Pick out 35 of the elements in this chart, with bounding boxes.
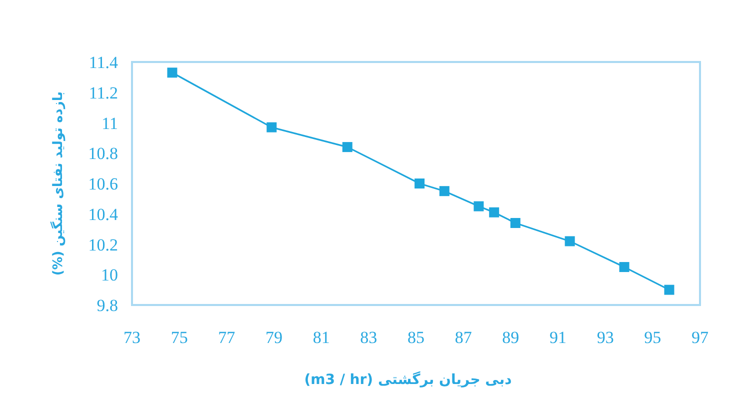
- x-tick-label: 97: [692, 328, 709, 347]
- y-tick-label: 11.4: [88, 53, 118, 72]
- point: [664, 284, 674, 295]
- x-tick-label: 91: [550, 328, 566, 347]
- x-tick-label: 79: [266, 328, 282, 347]
- y-tick-label: 9.8: [96, 296, 118, 315]
- x-tick-label: 81: [312, 328, 330, 347]
- x-tick-label: 93: [596, 328, 614, 347]
- x-tick-label: 87: [454, 328, 472, 347]
- point: [167, 68, 178, 78]
- y-tick-label: 10.6: [88, 174, 118, 194]
- y-axis-title: بازده تولید نفتای سنگین (%): [50, 91, 66, 276]
- y-tick-label: 11: [102, 114, 118, 133]
- y-tick-label: 10: [101, 266, 118, 285]
- y-tick-label: 10.8: [88, 144, 118, 164]
- point: [414, 178, 425, 188]
- x-tick-label: 73: [124, 328, 140, 347]
- x-tick-label: 77: [218, 328, 236, 347]
- point: [474, 201, 484, 212]
- y-tick-label: 11.2: [88, 83, 118, 102]
- x-tick-label: 89: [502, 328, 520, 347]
- point: [342, 142, 352, 152]
- point: [619, 262, 630, 272]
- x-tick-label: 75: [170, 328, 188, 347]
- point: [510, 218, 520, 228]
- point: [489, 207, 500, 218]
- x-tick-label: 95: [644, 328, 662, 347]
- point: [439, 186, 450, 196]
- x-axis-title: دبی جریان برگشتی (m3 / hr): [304, 371, 512, 388]
- y-tick-label: 10.2: [88, 235, 118, 254]
- point: [266, 122, 277, 132]
- x-tick-label: 83: [360, 328, 378, 347]
- x-tick-label: 85: [408, 328, 424, 347]
- y-tick-label: 10.4: [88, 204, 118, 224]
- point: [564, 236, 575, 246]
